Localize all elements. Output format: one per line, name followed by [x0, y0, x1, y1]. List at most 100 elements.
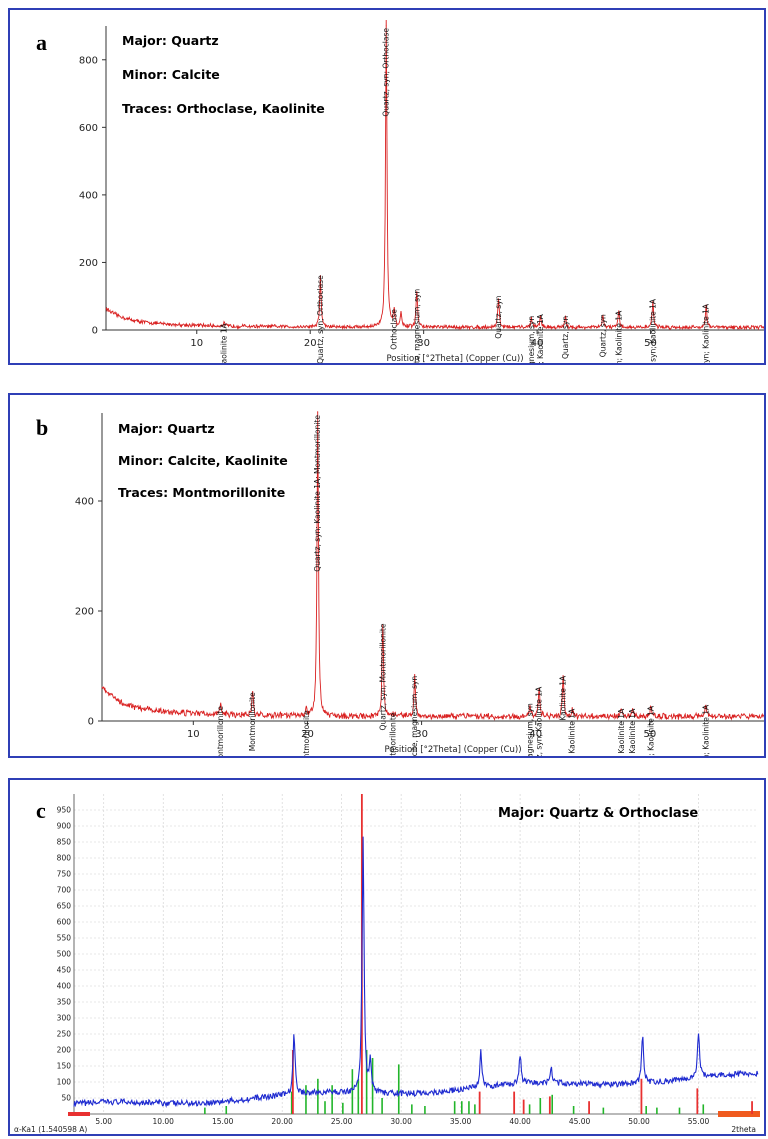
- y-tick-label-c: 150: [57, 1062, 72, 1071]
- peak-label-b: Kaolinite 1A; Montmorillonite: [302, 710, 311, 756]
- y-tick-label-c: 550: [57, 934, 72, 943]
- x-tick-label-c: 15.00: [212, 1117, 234, 1126]
- note-major-b: Major: Quartz: [118, 421, 215, 436]
- panel-c: 50 100 150 200 250 300 350 400 450 500 550 600 650 70…: [8, 778, 766, 1136]
- y-tick-label-b: 400: [75, 497, 94, 508]
- xrd-chart-c: 50 100 150 200 250 300 350 400 450 500 550 600 650 70…: [14, 794, 760, 1134]
- y-tick-label-c: 50: [61, 1094, 71, 1103]
- x-tick-label-b: 20: [301, 729, 314, 740]
- peak-label-a: Calcite, magnesium, syn; Kaolinite 1A: [614, 310, 623, 363]
- panel-a: a 0 200 400 600 800 10 20 30 40 50 Position [°2The…: [8, 8, 766, 365]
- y-tick-label-c: 450: [57, 966, 72, 975]
- peak-label-a: Quartz, syn: [561, 316, 570, 359]
- note-minor-a: Minor: Calcite: [122, 67, 220, 82]
- note-minor-b: Minor: Calcite, Kaolinite: [118, 453, 288, 468]
- x-tick-label-c: 5.00: [95, 1117, 112, 1126]
- peak-label-b: Quartz, syn; Calcite, magnesium, syn: [526, 703, 535, 756]
- diffraction-pattern-c: [73, 836, 759, 1109]
- y-tick-label-a: 0: [92, 326, 98, 337]
- peak-label-a: Quartz, syn; Kaolinite 1A: [536, 313, 545, 363]
- y-tick-label-c: 750: [57, 870, 72, 879]
- y-tick-label-a: 800: [79, 55, 98, 66]
- x-tick-label-c: 35.00: [450, 1117, 472, 1126]
- scroll-marker-right: [718, 1111, 760, 1117]
- x-tick-label-b: 10: [187, 729, 200, 740]
- x-tick-label-c: 25.00: [331, 1117, 353, 1126]
- note-traces-a: Traces: Orthoclase, Kaolinite: [122, 101, 325, 116]
- peak-label-a: Calcite, magnesium, syn: [412, 289, 421, 363]
- peak-label-b: Quartz, syn; Kaolinite 1A; Montmorilloni…: [313, 415, 322, 572]
- x-tick-label-c: 45.00: [569, 1117, 591, 1126]
- y-tick-label-a: 200: [79, 258, 98, 269]
- panel-b: b 0 200 400 10 20 30 40 50 Position [°2Theta] (C…: [8, 393, 766, 758]
- y-tick-label-c: 100: [57, 1078, 72, 1087]
- x-tick-label-c: 10.00: [152, 1117, 174, 1126]
- y-tick-label-c: 600: [57, 918, 72, 927]
- peak-label-b: Montmorillonite: [248, 692, 257, 751]
- y-tick-label-c: 300: [57, 1014, 72, 1023]
- y-tick-label-c: 400: [57, 982, 72, 991]
- y-tick-label-a: 400: [79, 190, 98, 201]
- note-major-a: Major: Quartz: [122, 33, 219, 48]
- x-tick-label-c: 55.00: [688, 1117, 710, 1126]
- y-tick-label-c: 250: [57, 1030, 72, 1039]
- peak-label-b: Calcite, magnesium, syn; Kaolinite 1A: [628, 708, 637, 756]
- y-tick-label-c: 200: [57, 1046, 72, 1055]
- note-major-c: Major: Quartz & Orthoclase: [498, 806, 699, 821]
- peak-label-b: Quartz, syn; Kaolinite 1A: [535, 686, 544, 756]
- x-tick-label-b: 50: [643, 729, 656, 740]
- x-tick-label-b: 40: [529, 729, 542, 740]
- baseline-marker-left: [68, 1112, 90, 1116]
- peak-label-a: Quartz, syn: [598, 314, 607, 357]
- peak-label-b: Quartz, syn; Kaolinite 1A: [647, 705, 656, 756]
- peak-label-a: Quartz, syn; Orthoclase: [316, 275, 325, 363]
- peak-label-b: Calcite, magnesium, syn: [410, 676, 419, 756]
- panel-letter-c: c: [36, 798, 46, 823]
- xrd-chart-b: 0 200 400 10 20 30 40 50 Position [°2Theta] (Cop…: [75, 411, 764, 756]
- note-traces-b: Traces: Montmorillonite: [118, 485, 286, 500]
- peak-label-b: Montmorillonite: [389, 712, 398, 756]
- diffraction-pattern-b: [101, 411, 764, 721]
- peak-label-a: Quartz, syn; Orthoclase: [382, 28, 391, 117]
- peak-label-a: Kaolinite 1A: [220, 322, 229, 363]
- x-tick-label-c: 50.00: [628, 1117, 650, 1126]
- y-tick-label-c: 350: [57, 998, 72, 1007]
- peak-label-b: Kaolinite 1A: [559, 675, 568, 721]
- peak-label-b: Quartz, syn; Montmorillonite: [378, 623, 387, 730]
- y-tick-label-c: 900: [57, 822, 72, 831]
- x-tick-label-a: 20: [304, 338, 317, 349]
- panel-letter-a: a: [36, 30, 47, 55]
- source-note-c: α-Ka1 (1.540598 A): [14, 1125, 87, 1134]
- peak-label-b: Calcite, magnesium, syn; Kaolinite 1A: [568, 708, 577, 756]
- x-tick-label-c: 40.00: [509, 1117, 531, 1126]
- x-tick-label-c: 20.00: [271, 1117, 293, 1126]
- y-tick-label-b: 200: [75, 607, 94, 618]
- peak-label-b: Quartz, syn; Kaolinite 1A: [701, 704, 710, 756]
- y-tick-label-c: 800: [57, 854, 72, 863]
- xrd-chart-a: 0 200 400 600 800 10 20 30 40 50 Position [°2Theta…: [79, 19, 764, 363]
- peak-label-a: Quartz, syn; Kaolinite 1A: [702, 303, 711, 363]
- x-tick-label-b: 30: [415, 729, 428, 740]
- peak-label-a: Quartz, syn; Calcite, magnesium, syn: [527, 316, 536, 363]
- peak-label-b: Kaolinite 1A; Montmorillonite: [216, 706, 225, 756]
- y-tick-label-c: 500: [57, 950, 72, 959]
- peak-label-a: Quartz, syn: [494, 295, 503, 338]
- diffraction-pattern-a: [105, 19, 764, 331]
- peak-label-a: Quartz, syn; Kaolinite 1A: [648, 298, 657, 363]
- y-tick-label-b: 0: [88, 717, 94, 728]
- y-tick-label-c: 700: [57, 886, 72, 895]
- y-tick-label-a: 600: [79, 123, 98, 134]
- y-tick-label-c: 850: [57, 838, 72, 847]
- x-axis-title-c: 2theta: [731, 1125, 756, 1134]
- x-tick-label-a: 50: [644, 338, 657, 349]
- x-tick-label-c: 30.00: [390, 1117, 412, 1126]
- x-tick-label-a: 30: [417, 338, 430, 349]
- panel-letter-b: b: [36, 415, 49, 440]
- peak-label-a: Orthoclase: [390, 309, 399, 350]
- y-tick-label-c: 650: [57, 902, 72, 911]
- peak-label-b: Calcite, magnesium, syn; Kaolinite 1A: [617, 708, 626, 756]
- y-tick-label-c: 950: [57, 806, 72, 815]
- x-axis-title-a: Position [°2Theta] (Copper (Cu)): [386, 354, 523, 363]
- x-tick-label-a: 40: [531, 338, 544, 349]
- x-axis-title-b: Position [°2Theta] (Copper (Cu)): [384, 745, 521, 755]
